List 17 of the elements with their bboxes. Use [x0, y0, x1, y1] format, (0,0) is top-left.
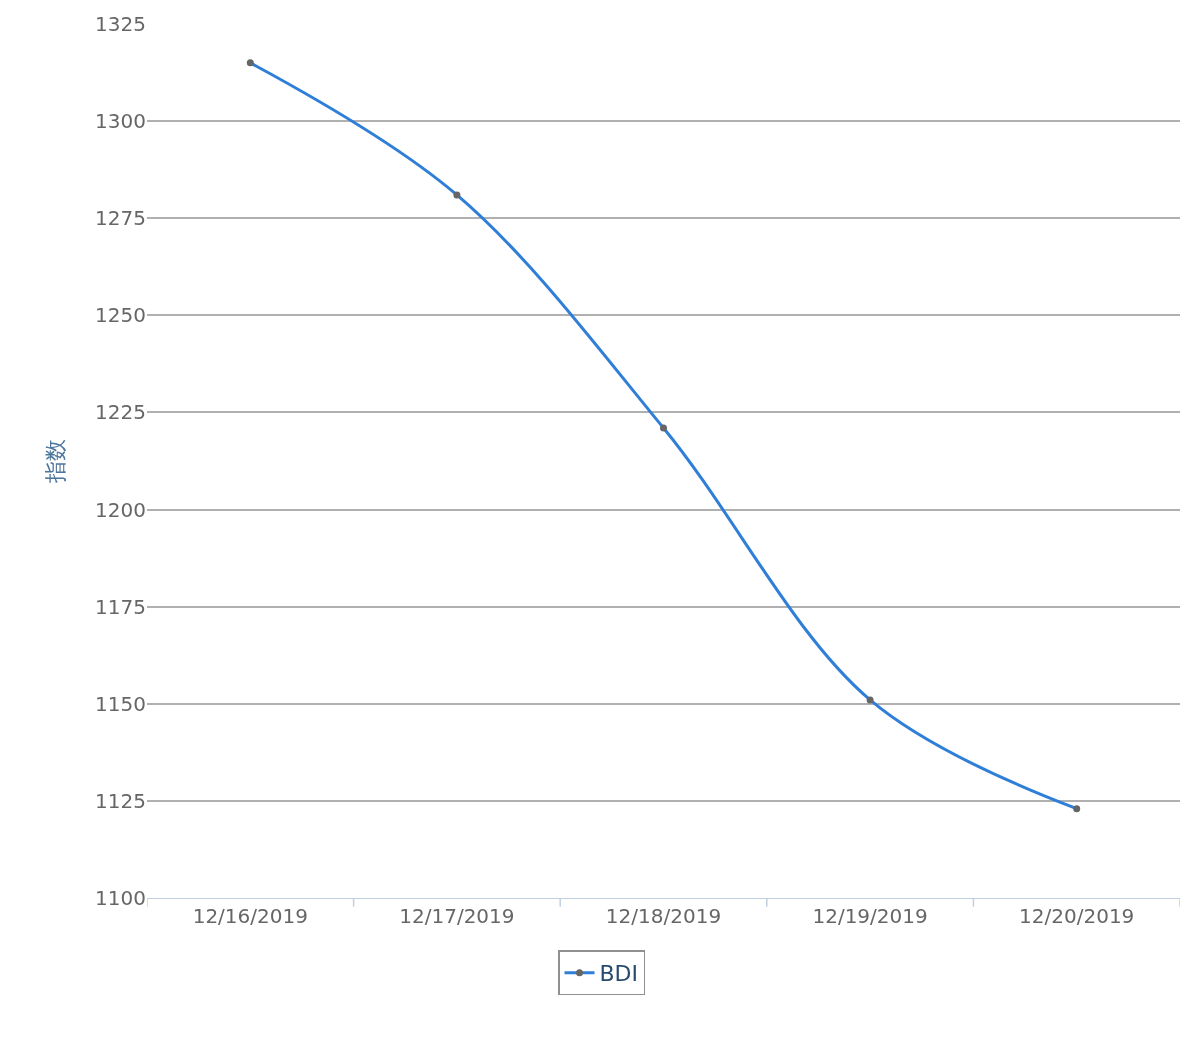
y-tick-label: 1100 — [95, 886, 146, 910]
x-tick-label: 12/17/2019 — [399, 904, 515, 928]
y-axis-title: 指数 — [42, 439, 68, 484]
y-tick-label: 1300 — [95, 109, 146, 134]
x-tick-label: 12/16/2019 — [192, 904, 308, 928]
y-tick-label: 1200 — [95, 497, 146, 522]
y-tick-label: 1150 — [95, 691, 146, 716]
y-tick-label: 1325 — [95, 12, 146, 36]
y-tick-label: 1250 — [95, 303, 146, 328]
x-tick-label: 12/18/2019 — [605, 904, 722, 928]
x-tick-label: 12/20/2019 — [1019, 904, 1135, 928]
y-tick-label: 1125 — [95, 788, 146, 813]
y-tick-label: 1175 — [95, 594, 146, 619]
y-tick-label: 1225 — [95, 400, 146, 425]
legend-label: BDI — [599, 961, 639, 987]
x-tick-label: 12/19/2019 — [812, 904, 928, 928]
y-tick-label: 1275 — [95, 206, 146, 231]
